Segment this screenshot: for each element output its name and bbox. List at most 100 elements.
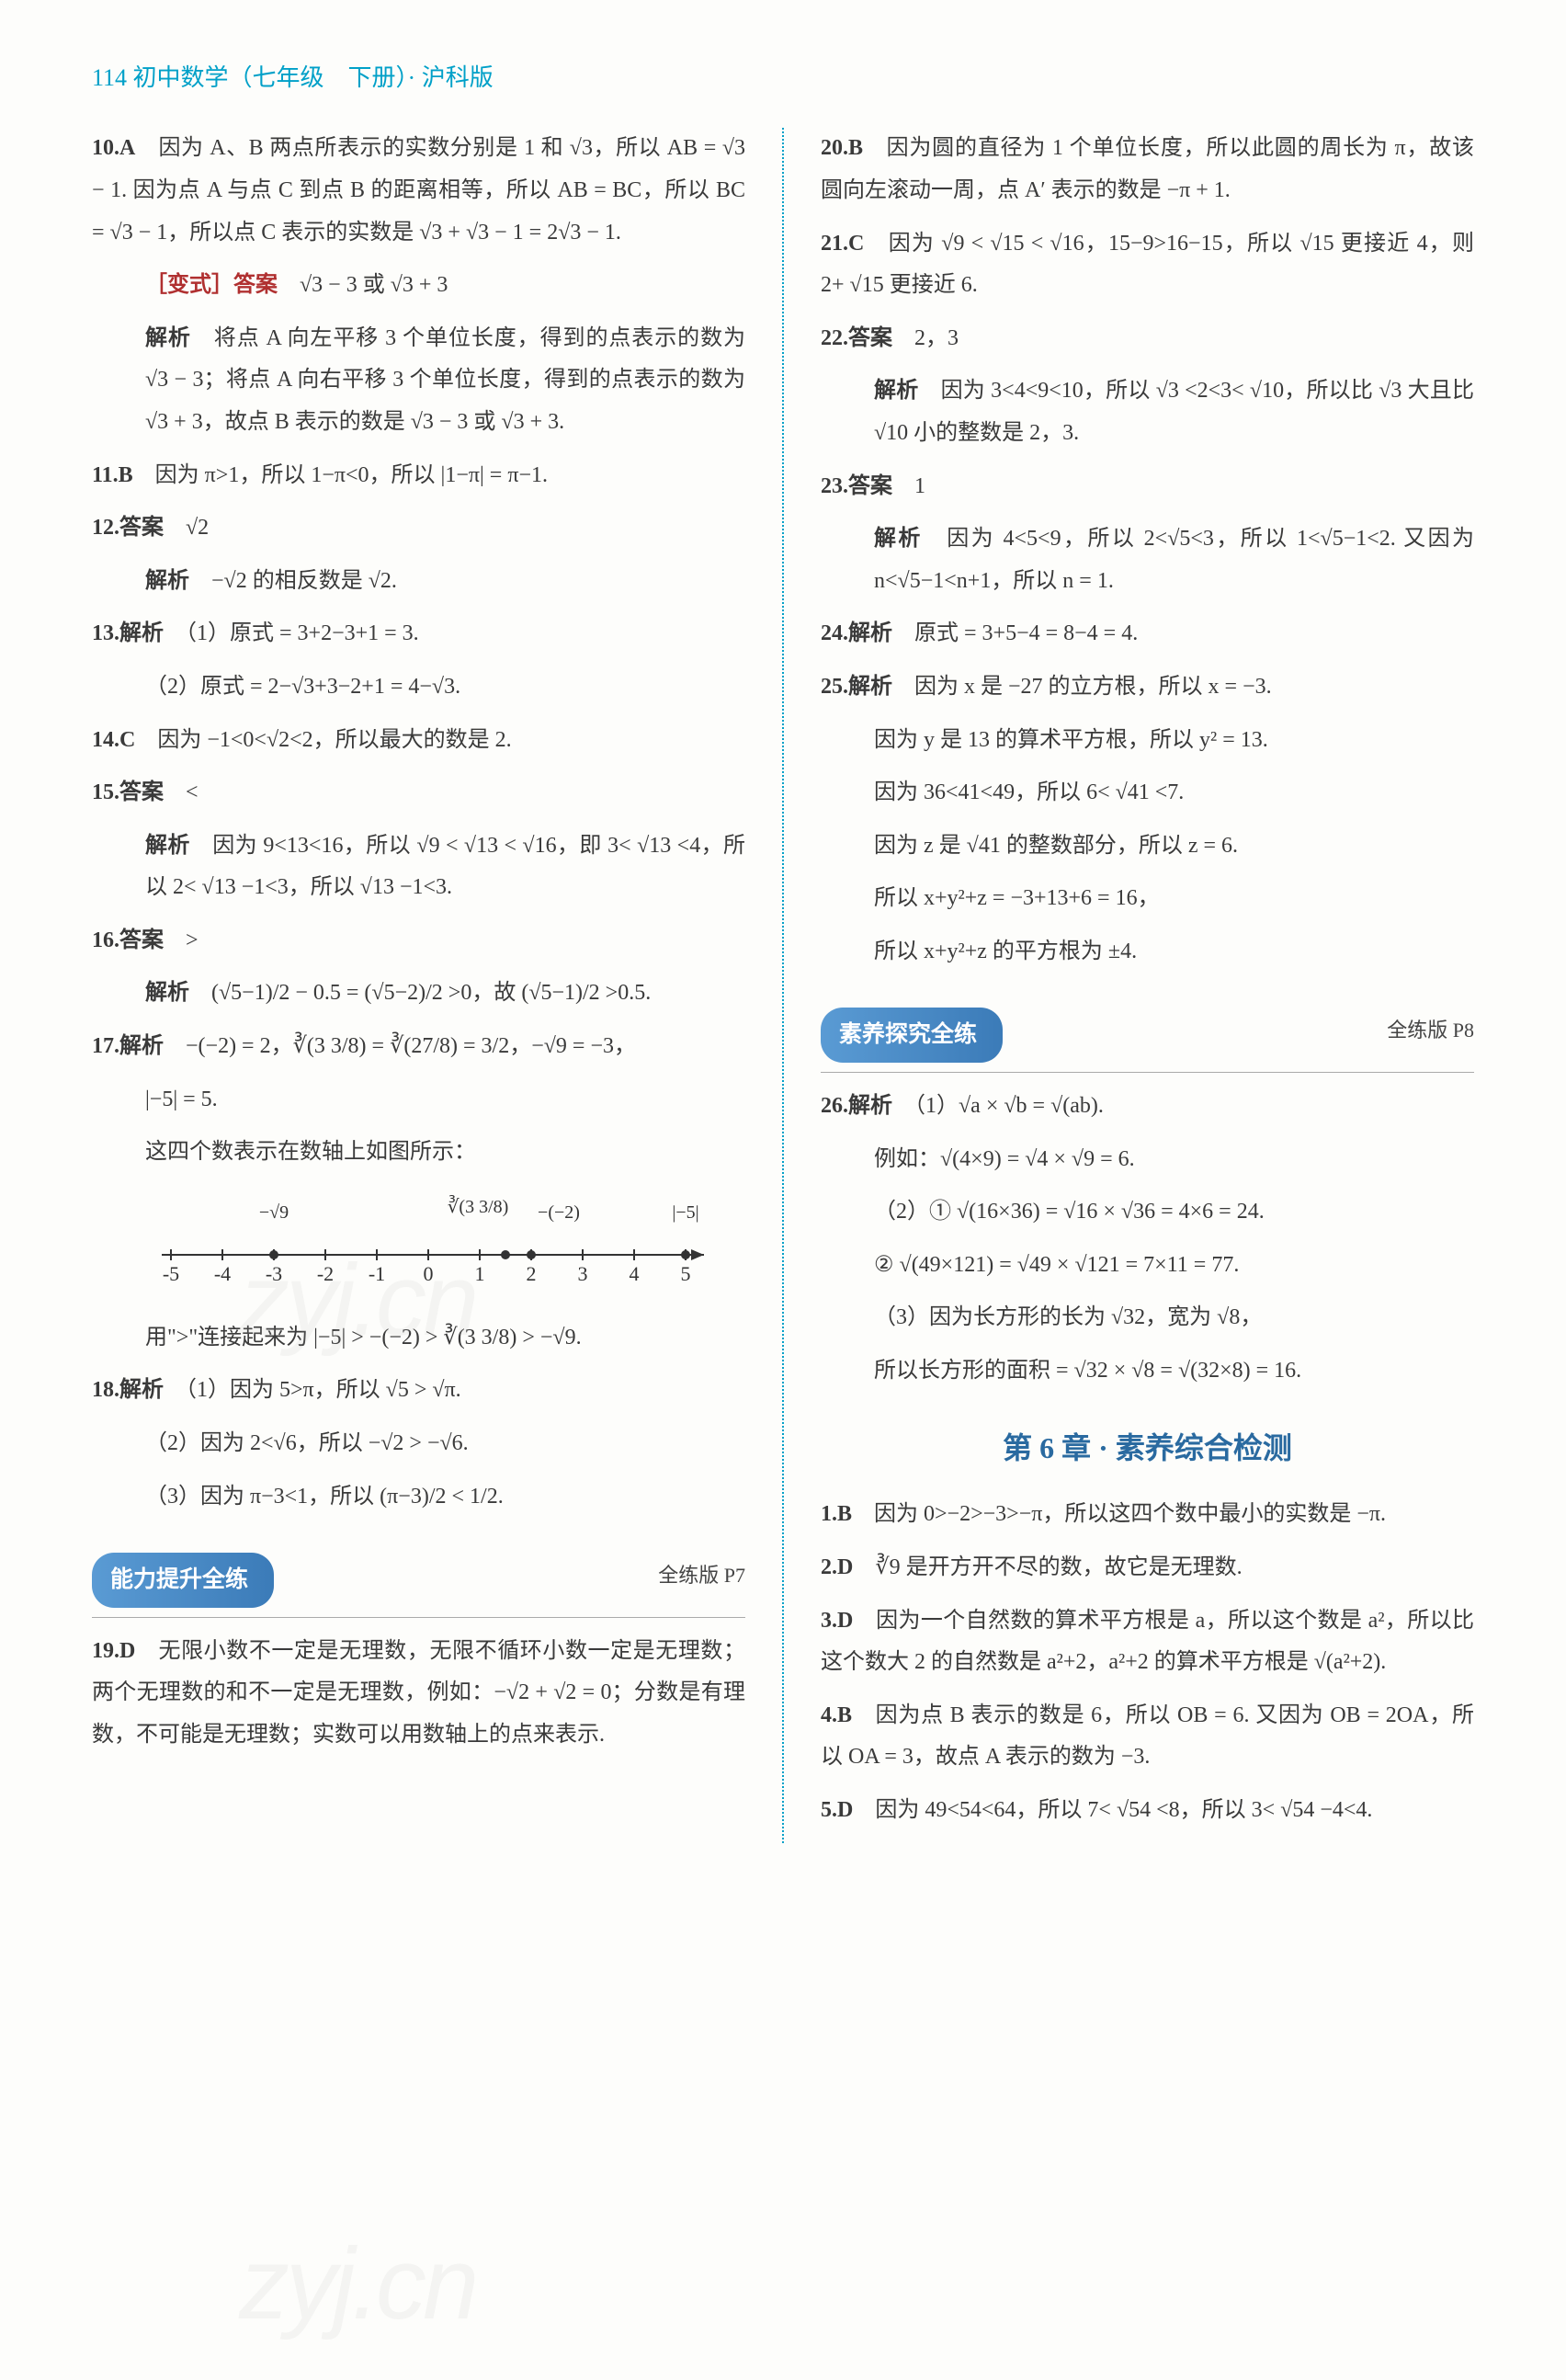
two-column-layout: 10.A 因为 A、B 两点所表示的实数分别是 1 和 √3，所以 AB = √…	[92, 128, 1474, 1842]
c5-num: 5.D	[821, 1798, 853, 1822]
q16-num: 16.	[92, 928, 119, 952]
c1: 1.B 因为 0>−2>−3>−π，所以这四个数中最小的实数是 −π.	[821, 1494, 1474, 1536]
ans-label: 答案	[119, 516, 164, 540]
q17-l4: 用">"连接起来为 |−5| > −(−2) > ∛(3 3/8) > −√9.	[92, 1317, 745, 1360]
q17-l1: −(−2) = 2，∛(3 3/8) = ∛(27/8) = 3/2，−√9 =…	[186, 1034, 636, 1058]
svg-text:4: 4	[629, 1262, 639, 1285]
q20-num: 20.B	[821, 136, 863, 160]
q11-text: 因为 π>1，所以 1−π<0，所以 |1−π| = π−1.	[133, 463, 548, 487]
c4-text: 因为点 B 表示的数是 6，所以 OB = 6. 又因为 OB = 2OA，所以…	[821, 1703, 1474, 1770]
watermark: zyj.cn	[239, 2188, 475, 2380]
variant-label: ［变式］答案	[145, 273, 278, 297]
q22-ans: 2，3	[892, 326, 959, 350]
q23-exp: 解析 因为 4<5<9，所以 2<√5<3，所以 1<√5−1<2. 又因为 n…	[821, 518, 1474, 602]
exp-text: 因为 4<5<9，所以 2<√5<3，所以 1<√5−1<2. 又因为 n<√5…	[874, 527, 1474, 593]
q13-l2: （2）原式 = 2−√3+3−2+1 = 4−√3.	[92, 666, 745, 709]
exp-text: (√5−1)/2 − 0.5 = (√5−2)/2 >0，故 (√5−1)/2 …	[189, 981, 651, 1005]
c1-num: 1.B	[821, 1502, 852, 1526]
svg-text:∛(3 3/8): ∛(3 3/8)	[447, 1195, 508, 1217]
q22: 22.答案 2，3	[821, 318, 1474, 360]
number-line-diagram: -5-4-3-2-1012345−√9∛(3 3/8)−(−2)|−5|	[125, 1190, 713, 1301]
q25-l6: 所以 x+y²+z 的平方根为 ±4.	[821, 931, 1474, 974]
q21: 21.C 因为 √9 < √15 < √16，15−9>16−15，所以 √15…	[821, 223, 1474, 307]
c3: 3.D 因为一个自然数的算术平方根是 a，所以这个数是 a²，所以比这个数大 2…	[821, 1600, 1474, 1684]
q22-num: 22.	[821, 326, 848, 350]
q10-variant: ［变式］答案 √3 − 3 或 √3 + 3	[92, 265, 745, 307]
q21-num: 21.C	[821, 232, 864, 256]
svg-text:1: 1	[474, 1262, 484, 1285]
exp-label: 解析	[119, 1378, 164, 1402]
svg-text:|−5|: |−5|	[672, 1202, 698, 1223]
q15-exp: 解析 因为 9<13<16，所以 √9 < √13 < √16，即 3< √13…	[92, 826, 745, 909]
q26-l5: （3）因为长方形的长为 √32，宽为 √8，	[821, 1297, 1474, 1339]
q13-l1: （1）原式 = 3+2−3+1 = 3.	[186, 621, 419, 645]
q19: 19.D 无限小数不一定是无理数，无限不循环小数一定是无理数；两个无理数的和不一…	[92, 1631, 745, 1757]
q14: 14.C 因为 −1<0<√2<2，所以最大的数是 2.	[92, 720, 745, 762]
q10-text: 因为 A、B 两点所表示的实数分别是 1 和 √3，所以 AB = √3 − 1…	[92, 136, 745, 244]
exp-label: 解析	[848, 621, 892, 645]
q23: 23.答案 1	[821, 466, 1474, 508]
q15-ans: <	[164, 780, 199, 804]
page-header: 114 初中数学（七年级 下册）· 沪科版	[92, 55, 1474, 100]
q16-exp: 解析 (√5−1)/2 − 0.5 = (√5−2)/2 >0，故 (√5−1)…	[92, 973, 745, 1015]
q18-num: 18.	[92, 1378, 119, 1402]
exp-label: 解析	[119, 621, 164, 645]
exp-label: 解析	[119, 1034, 164, 1058]
q10-num: 10.A	[92, 136, 135, 160]
q12-ans: √2	[164, 516, 209, 540]
q25-l1: 因为 x 是 −27 的立方根，所以 x = −3.	[914, 675, 1272, 699]
q13: 13.解析 （1）原式 = 3+2−3+1 = 3.	[92, 613, 745, 655]
column-divider	[782, 128, 784, 1842]
q12-exp: 解析 −√2 的相反数是 √2.	[92, 561, 745, 603]
svg-text:-1: -1	[368, 1262, 384, 1285]
section-pill: 素养探究全练	[821, 1008, 1003, 1063]
q26-l1: （1）√a × √b = √(ab).	[914, 1094, 1104, 1118]
q18: 18.解析 （1）因为 5>π，所以 √5 > √π.	[92, 1370, 745, 1412]
q20: 20.B 因为圆的直径为 1 个单位长度，所以此圆的周长为 π，故该圆向左滚动一…	[821, 128, 1474, 211]
q24-text: 原式 = 3+5−4 = 8−4 = 4.	[914, 621, 1138, 645]
right-column: 20.B 因为圆的直径为 1 个单位长度，所以此圆的周长为 π，故该圆向左滚动一…	[821, 128, 1474, 1842]
exp-text: 因为 9<13<16，所以 √9 < √13 < √16，即 3< √13 <4…	[145, 834, 745, 900]
q14-num: 14.C	[92, 728, 135, 752]
q25-l4: 因为 z 是 √41 的整数部分，所以 z = 6.	[821, 826, 1474, 868]
c4-num: 4.B	[821, 1703, 852, 1727]
c5: 5.D 因为 49<54<64，所以 7< √54 <8，所以 3< √54 −…	[821, 1790, 1474, 1832]
q22-exp: 解析 因为 3<4<9<10，所以 √3 <2<3< √10，所以比 √3 大且…	[821, 370, 1474, 454]
q18-l3: （3）因为 π−3<1，所以 (π−3)/2 < 1/2.	[92, 1476, 745, 1519]
svg-text:0: 0	[423, 1262, 433, 1285]
c2-text: ∛9 是开方开不尽的数，故它是无理数.	[853, 1555, 1242, 1579]
c4: 4.B 因为点 B 表示的数是 6，所以 OB = 6. 又因为 OB = 2O…	[821, 1695, 1474, 1779]
q26-l6: 所以长方形的面积 = √32 × √8 = √(32×8) = 16.	[821, 1350, 1474, 1393]
q26-l3: （2）① √(16×36) = √16 × √36 = 4×6 = 24.	[821, 1191, 1474, 1234]
q26-l4: ② √(49×121) = √49 × √121 = 7×11 = 77.	[821, 1245, 1474, 1287]
q19-num: 19.D	[92, 1639, 135, 1663]
exp-label: 解析	[848, 1094, 892, 1118]
q25-l5: 所以 x+y²+z = −3+13+6 = 16，	[821, 878, 1474, 920]
q24: 24.解析 原式 = 3+5−4 = 8−4 = 4.	[821, 613, 1474, 655]
ans-label: 答案	[848, 474, 892, 498]
c5-text: 因为 49<54<64，所以 7< √54 <8，所以 3< √54 −4<4.	[853, 1798, 1372, 1822]
q20-text: 因为圆的直径为 1 个单位长度，所以此圆的周长为 π，故该圆向左滚动一周，点 A…	[821, 136, 1474, 202]
svg-text:2: 2	[526, 1262, 536, 1285]
c2-num: 2.D	[821, 1555, 853, 1579]
exp-text: −√2 的相反数是 √2.	[189, 569, 397, 593]
q12: 12.答案 √2	[92, 507, 745, 550]
ans-label: 答案	[119, 928, 164, 952]
q26-l2: 例如：√(4×9) = √4 × √9 = 6.	[821, 1139, 1474, 1181]
page-ref: 全练版 P8	[1387, 1011, 1474, 1050]
exp-text: 将点 A 向左平移 3 个单位长度，得到的点表示的数为 √3 − 3；将点 A …	[145, 326, 745, 434]
section-pill: 能力提升全练	[92, 1553, 274, 1608]
q25: 25.解析 因为 x 是 −27 的立方根，所以 x = −3.	[821, 666, 1474, 709]
section-literacy: 素养探究全练 全练版 P8	[821, 989, 1474, 1073]
q17-num: 17.	[92, 1034, 119, 1058]
exp-label: 解析	[874, 379, 918, 403]
ans-label: 答案	[119, 780, 164, 804]
exp-label: 解析	[145, 569, 189, 593]
q25-l2: 因为 y 是 13 的算术平方根，所以 y² = 13.	[821, 720, 1474, 762]
q14-text: 因为 −1<0<√2<2，所以最大的数是 2.	[135, 728, 511, 752]
svg-text:-3: -3	[265, 1262, 281, 1285]
q12-num: 12.	[92, 516, 119, 540]
c3-text: 因为一个自然数的算术平方根是 a，所以这个数是 a²，所以比这个数大 2 的自然…	[821, 1609, 1474, 1675]
q15: 15.答案 <	[92, 772, 745, 814]
q19-text: 无限小数不一定是无理数，无限不循环小数一定是无理数；两个无理数的和不一定是无理数…	[92, 1639, 745, 1747]
